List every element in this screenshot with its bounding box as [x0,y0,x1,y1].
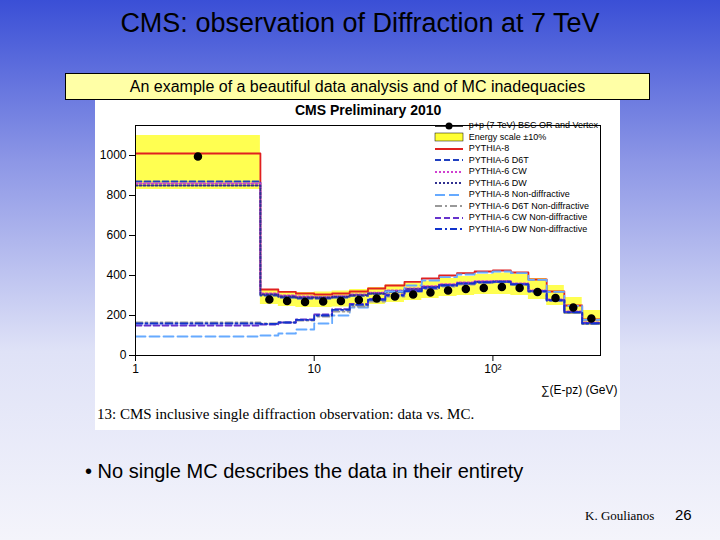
svg-text:10: 10 [308,362,322,376]
svg-text:400: 400 [106,268,126,282]
html-text:An example of a beautiful data: An example of a beautiful data analysis … [129,78,586,95]
html-text:K. Goulianos: K. Goulianos [585,508,655,523]
svg-text:600: 600 [106,228,126,242]
svg-text:1000: 1000 [100,148,127,162]
html-text:CMS Preliminary 2010: CMS Preliminary 2010 [295,102,442,118]
html-text:PYTHIA-6 CW: PYTHIA-6 CW [468,166,527,176]
html-text:13: CMS inclusive single diffr: 13: CMS inclusive single diffraction obs… [97,406,475,422]
html-text:p+p (7 TeV) BSC OR and Vertex: p+p (7 TeV) BSC OR and Vertex [468,120,598,130]
html-text:PYTHIA-8: PYTHIA-8 [468,143,510,153]
html-text:CMS: observation of Diffractio: CMS: observation of Diffraction at 7 TeV [120,8,600,38]
html-text:26: 26 [675,506,692,523]
html-text:PYTHIA-8 Non-diffractive: PYTHIA-8 Non-diffractive [468,189,570,199]
svg-text:0: 0 [120,348,127,362]
html-text:PYTHIA-6 CW Non-diffractive: PYTHIA-6 CW Non-diffractive [468,212,588,222]
html-text:PYTHIA-6 DW: PYTHIA-6 DW [468,177,527,188]
svg-text:∑(E-pz) (GeV): ∑(E-pz) (GeV) [541,383,618,397]
html-text:PYTHIA-6 D6T: PYTHIA-6 D6T [468,154,529,165]
svg-text:200: 200 [106,308,126,322]
svg-text:800: 800 [106,188,126,202]
html-text:PYTHIA-6 D6T Non-diffractive: PYTHIA-6 D6T Non-diffractive [468,200,590,211]
svg-text:1: 1 [132,362,139,376]
svg-text:10²: 10² [484,362,501,376]
html-text:• No single MC describes the d: • No single MC describes the data in the… [85,460,524,482]
html-text:Energy scale ±10%: Energy scale ±10% [468,131,547,142]
html-text:PYTHIA-6 DW Non-diffractive: PYTHIA-6 DW Non-diffractive [468,223,588,234]
